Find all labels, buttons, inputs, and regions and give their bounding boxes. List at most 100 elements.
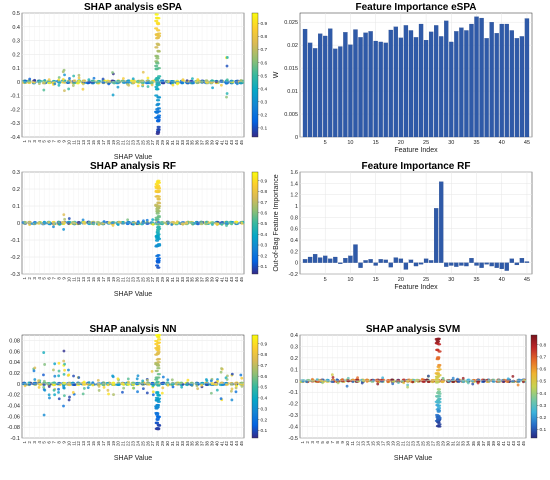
shap-point	[53, 82, 57, 86]
x-axis-label: SHAP Value	[394, 455, 432, 462]
x-tick-label: 20	[395, 441, 400, 447]
colorbar-tick-label: 0.8	[261, 352, 268, 358]
bar-feature-16	[378, 41, 383, 138]
bar-feature-30	[449, 41, 454, 138]
x-tick-label: 31	[451, 441, 456, 447]
y-tick-label: 0.2	[12, 187, 20, 193]
shap-point	[53, 374, 57, 378]
y-tick-label: 0.4	[290, 238, 298, 244]
shap-point	[62, 228, 66, 231]
x-tick-label: 39	[491, 441, 496, 447]
colorbar-tick-label: 0.1	[540, 427, 547, 433]
x-tick-label: 22	[126, 441, 131, 447]
x-tick-label: 40	[214, 441, 219, 447]
colorbar-tick-label: 0.8	[261, 189, 268, 195]
shap-point	[156, 207, 161, 210]
x-tick-label: 7	[52, 441, 57, 444]
bar-feature-27	[434, 25, 439, 138]
shap-point	[82, 383, 87, 386]
shap-point	[67, 222, 71, 225]
feature-11-points	[71, 74, 77, 87]
shap-point	[72, 79, 77, 82]
shap-point	[441, 377, 445, 380]
shap-point	[146, 378, 149, 382]
shap-point	[32, 382, 36, 385]
x-tick-label: 29	[160, 140, 165, 146]
shap-point	[154, 421, 159, 424]
shap-point	[154, 27, 159, 30]
x-tick-label: 41	[219, 277, 224, 283]
x-tick-label: 28	[436, 441, 441, 447]
shap-point	[219, 397, 223, 401]
x-tick-label: 34	[466, 441, 471, 447]
shap-point	[57, 374, 61, 378]
shap-point	[175, 220, 179, 224]
shap-point	[225, 56, 229, 59]
shap-point	[239, 373, 243, 377]
x-tick-label: 1	[22, 140, 27, 143]
shap-point	[154, 46, 159, 49]
shap-point	[224, 81, 228, 85]
x-tick-label: 12	[355, 441, 360, 447]
feature-10-points	[66, 217, 72, 226]
shap-point	[155, 352, 161, 355]
shap-point	[61, 70, 65, 74]
x-tick-label: 30	[165, 277, 170, 283]
shap-point	[96, 378, 100, 382]
colorbar-tick-label: 0.5	[540, 379, 547, 385]
shap-point	[127, 380, 130, 384]
x-tick-label: 42	[224, 441, 229, 447]
feature-20-points	[395, 378, 401, 384]
shap-point	[156, 254, 161, 257]
colorbar	[251, 171, 259, 275]
shap-point	[116, 377, 120, 381]
shap-point	[130, 79, 134, 83]
shap-point	[107, 82, 111, 86]
y-tick-label: 0.02	[9, 371, 20, 377]
x-tick-label: 17	[380, 441, 385, 447]
bar-feature-32	[459, 27, 464, 138]
x-tick-label: 32	[175, 441, 180, 447]
y-tick-label: -0.3	[11, 272, 20, 278]
shap-point	[406, 385, 410, 389]
x-tick-label: 45	[239, 441, 244, 447]
chart-title: Feature Importance eSPA	[356, 2, 477, 13]
shap-point	[179, 81, 184, 84]
shap-point	[87, 78, 91, 82]
shap-point	[155, 231, 160, 235]
x-tick-label: 5	[42, 277, 47, 280]
x-tick-label: 10	[66, 441, 71, 447]
shap-point	[436, 421, 441, 424]
shap-point	[37, 221, 41, 225]
x-tick-label: 33	[180, 441, 185, 447]
shap-point	[154, 13, 159, 16]
x-tick-label: 37	[200, 441, 205, 447]
shap-point	[43, 78, 47, 82]
bar-feature-24	[418, 23, 424, 138]
shap-point	[456, 377, 459, 381]
x-tick-label: 30	[446, 441, 451, 447]
shap-point	[437, 395, 442, 398]
shap-point	[225, 64, 229, 68]
x-tick-label: 7	[52, 140, 57, 143]
shap-point	[156, 424, 162, 427]
y-tick-label: -0.04	[7, 403, 20, 409]
colorbar-tick-label: 0.9	[261, 21, 268, 27]
bar-feature-33	[464, 262, 469, 267]
x-tick-label: 17	[101, 441, 106, 447]
x-tick-label: 2	[27, 140, 32, 143]
y-tick-label: 0.6	[290, 227, 298, 233]
shap-point	[136, 84, 140, 88]
shap-point	[502, 380, 506, 383]
shap-point	[136, 374, 140, 378]
shap-point	[97, 384, 101, 388]
shap-point	[155, 87, 160, 91]
y-tick-label: 0.06	[9, 349, 20, 355]
shap-point	[181, 78, 185, 82]
shap-point	[436, 343, 442, 346]
shap-point	[131, 381, 136, 385]
colorbar-tick-label: 0.7	[261, 47, 268, 53]
x-tick-label: 24	[416, 441, 421, 447]
shap-point	[155, 62, 160, 65]
shap-point	[111, 382, 116, 385]
